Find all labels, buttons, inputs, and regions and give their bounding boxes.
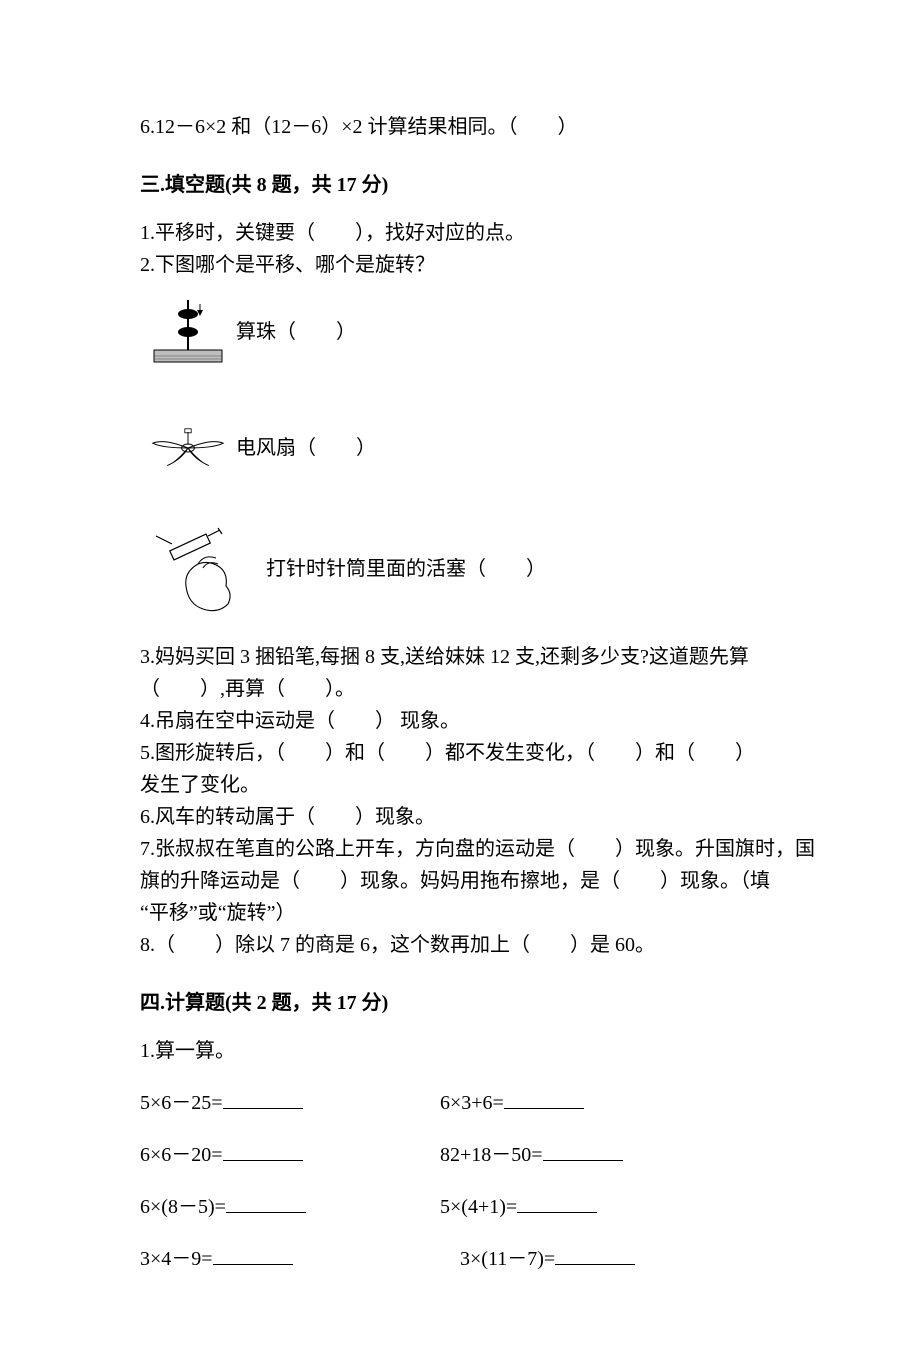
calc-row: 6×(8－5)= 5×(4+1)= <box>140 1192 920 1222</box>
calc-cell: 6×3+6= <box>440 1088 740 1118</box>
calc-expression: 3×(11－7)= <box>460 1248 555 1270</box>
calc-expression: 82+18－50= <box>440 1144 543 1166</box>
ceiling-fan-icon <box>148 408 228 488</box>
s3-q2a-label: 算珠（ ） <box>236 317 356 347</box>
s3-q4: 4.吊扇在空中运动是（ ） 现象。 <box>140 706 920 736</box>
s3-q1: 1.平移时，关键要（ ），找好对应的点。 <box>140 218 920 248</box>
s3-q7b: 旗的升降运动是（ ）现象。妈妈用拖布擦地，是（ ）现象。（填 <box>140 866 920 896</box>
calc-row: 5×6－25= 6×3+6= <box>140 1088 920 1118</box>
answer-blank[interactable] <box>543 1140 623 1161</box>
s3-q2c-label: 打针时针筒里面的活塞（ ） <box>266 554 546 584</box>
s3-q3b: （ ）,再算（ ）。 <box>140 674 920 704</box>
answer-blank[interactable] <box>504 1088 584 1109</box>
calc-expression: 3×4－9= <box>140 1248 213 1270</box>
calc-expression: 5×6－25= <box>140 1092 223 1114</box>
answer-blank[interactable] <box>223 1140 303 1161</box>
calc-row: 6×6－20= 82+18－50= <box>140 1140 920 1170</box>
calc-cell: 5×(4+1)= <box>440 1192 740 1222</box>
answer-blank[interactable] <box>223 1088 303 1109</box>
syringe-icon <box>148 524 258 614</box>
calc-cell: 3×4－9= <box>140 1244 440 1274</box>
s3-q7c: “平移”或“旋转”） <box>140 898 920 928</box>
s3-q7a: 7.张叔叔在笔直的公路上开车，方向盘的运动是（ ）现象。升国旗时，国 <box>140 834 920 864</box>
question-2-6: 6.12－6×2 和（12－6）×2 计算结果相同。（ ） <box>140 112 920 142</box>
answer-blank[interactable] <box>213 1244 293 1265</box>
calc-expression: 6×6－20= <box>140 1144 223 1166</box>
calc-cell: 82+18－50= <box>440 1140 740 1170</box>
s3-q2: 2.下图哪个是平移、哪个是旋转？ <box>140 250 920 280</box>
answer-blank[interactable] <box>555 1244 635 1265</box>
s3-q2a-row: 算珠（ ） <box>148 292 920 372</box>
section-3-heading: 三.填空题(共 8 题，共 17 分) <box>140 170 920 200</box>
s3-q2c-row: 打针时针筒里面的活塞（ ） <box>148 524 920 614</box>
s3-q8: 8.（ ）除以 7 的商是 6，这个数再加上（ ）是 60。 <box>140 930 920 960</box>
s3-q2b-row: 电风扇（ ） <box>148 408 920 488</box>
section-4-heading: 四.计算题(共 2 题，共 17 分) <box>140 988 920 1018</box>
calc-row: 3×4－9= 3×(11－7)= <box>140 1244 920 1274</box>
abacus-bead-icon <box>148 292 228 372</box>
calc-expression: 6×3+6= <box>440 1092 504 1114</box>
answer-blank[interactable] <box>226 1192 306 1213</box>
s3-q3a: 3.妈妈买回 3 捆铅笔,每捆 8 支,送给妹妹 12 支,还剩多少支?这道题先… <box>140 642 920 672</box>
calc-expression: 5×(4+1)= <box>440 1196 517 1218</box>
calc-cell: 3×(11－7)= <box>440 1244 760 1274</box>
s4-q1-title: 1.算一算。 <box>140 1036 920 1066</box>
calc-cell: 6×(8－5)= <box>140 1192 440 1222</box>
calc-grid: 5×6－25= 6×3+6= 6×6－20= 82+18－50= 6×(8－5)… <box>140 1088 920 1274</box>
answer-blank[interactable] <box>517 1192 597 1213</box>
s3-q5a: 5.图形旋转后，（ ）和（ ）都不发生变化，（ ）和（ ） <box>140 738 920 768</box>
s3-q6: 6.风车的转动属于（ ）现象。 <box>140 802 920 832</box>
s3-q2b-label: 电风扇（ ） <box>236 433 376 463</box>
s3-q5b: 发生了变化。 <box>140 770 920 800</box>
calc-expression: 6×(8－5)= <box>140 1196 226 1218</box>
calc-cell: 5×6－25= <box>140 1088 440 1118</box>
calc-cell: 6×6－20= <box>140 1140 440 1170</box>
